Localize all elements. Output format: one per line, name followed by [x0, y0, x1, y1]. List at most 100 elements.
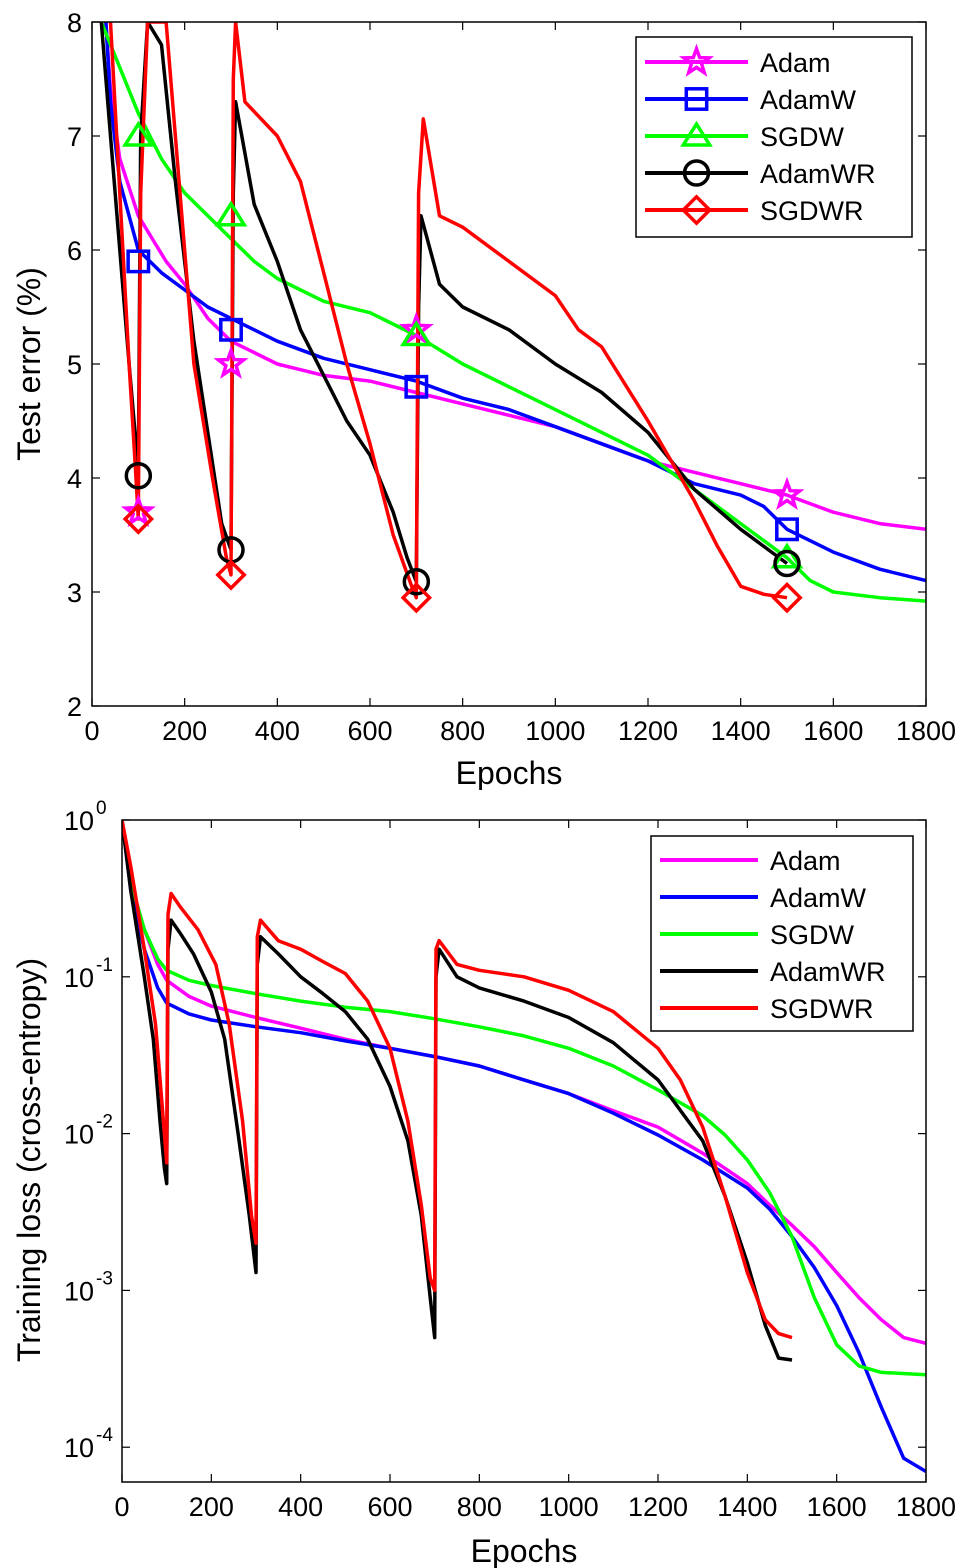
- series-line-adam: [104, 22, 926, 532]
- y-tick-label: 10 0: [64, 798, 107, 836]
- plot-frame: [121, 819, 927, 1483]
- legend-label: SGDWR: [770, 994, 874, 1024]
- x-axis-label: Epochs: [456, 755, 563, 790]
- y-ticks: 2 3 4 5 6 7 8: [67, 8, 926, 722]
- x-tick-label: 200: [189, 1492, 234, 1522]
- x-ticks: 0 200 400 600 800 1000 1200 1400 1600 1800: [114, 820, 956, 1522]
- marker-sgdwr: [771, 582, 803, 614]
- y-tick-label: 3: [67, 578, 82, 608]
- marker-sgdw: [399, 320, 433, 347]
- legend-label: AdamW: [770, 883, 867, 913]
- legend-label: SGDW: [760, 122, 845, 152]
- x-tick-label: 600: [367, 1492, 412, 1522]
- series-line-sgdw: [122, 820, 926, 1377]
- y-axis-label: Training loss (cross-entropy): [11, 958, 47, 1362]
- marker-adamwr: [773, 549, 801, 578]
- legend-item-sgdwr: SGDWR: [660, 994, 874, 1024]
- series-line-sgdw: [99, 22, 926, 603]
- x-tick-label: 800: [457, 1492, 502, 1522]
- x-tick-label: 1800: [896, 716, 956, 746]
- marker-adamw: [775, 517, 799, 542]
- y-tick-exponent: -3: [96, 1268, 113, 1289]
- y-tick-label: 5: [67, 350, 82, 380]
- x-ticks: 0 200 400 600 800 1000 1200 1400 1600 1800: [84, 22, 956, 746]
- x-tick-label: 600: [347, 716, 392, 746]
- y-tick-label: 10 -3: [64, 1268, 113, 1306]
- marker-sgdw: [214, 200, 248, 227]
- legend-label: SGDW: [770, 920, 855, 950]
- y-tick-label: 6: [67, 236, 82, 266]
- legend-item-sgdw: SGDW: [645, 120, 845, 152]
- x-tick-label: 1600: [807, 1492, 867, 1522]
- legend-item-adamwr: AdamWR: [660, 957, 886, 987]
- x-tick-label: 1400: [717, 1492, 777, 1522]
- x-tick-label: 0: [114, 1492, 129, 1522]
- y-tick-label: 10 -1: [64, 955, 113, 993]
- marker-adamwr: [402, 567, 431, 596]
- x-tick-label: 1800: [896, 1492, 956, 1522]
- y-tick-label: 10 -4: [64, 1425, 113, 1463]
- y-tick-exponent: -4: [96, 1425, 113, 1446]
- marker-sgdwr: [400, 582, 433, 614]
- x-tick-label: 1200: [618, 716, 678, 746]
- series-line-sgdwr: [122, 820, 793, 1340]
- legend-marker-sgdwr: [680, 194, 713, 226]
- x-tick-label: 1000: [525, 716, 585, 746]
- marker-adamwr: [124, 461, 153, 490]
- x-tick-label: 0: [84, 716, 99, 746]
- x-tick-label: 400: [255, 716, 300, 746]
- legend: Adam AdamW SGDW AdamWR SGDWR: [635, 36, 913, 238]
- marker-sgdwr: [122, 503, 155, 535]
- test-error-chart: 0 200 400 600 800 1000 1200 1400 1600 1800 2 3 4 5 6 7…: [11, 8, 956, 790]
- legend-item-sgdwr: SGDWR: [645, 194, 864, 226]
- series-line-adamw: [104, 22, 926, 583]
- plot-area: [91, 21, 927, 707]
- legend-label: AdamWR: [760, 159, 876, 189]
- marker-adamw: [404, 374, 429, 399]
- y-tick-label: 8: [67, 8, 82, 38]
- legend-item-sgdw: SGDW: [660, 920, 855, 950]
- legend-item-adamwr: AdamWR: [645, 159, 876, 189]
- marker-adamw: [126, 249, 151, 274]
- y-tick-base: 10: [64, 1120, 94, 1150]
- legend-marker-sgdw: [680, 120, 713, 147]
- legend-marker-adam: [678, 43, 715, 77]
- y-tick-base: 10: [64, 1433, 94, 1463]
- plot-area: [121, 819, 927, 1483]
- y-tick-base: 10: [64, 963, 94, 993]
- marker-adam: [120, 493, 156, 528]
- y-tick-label: 7: [67, 122, 82, 152]
- y-tick-label: 10 -2: [64, 1112, 113, 1150]
- legend-marker-adamw: [684, 87, 709, 111]
- x-axis-label: Epochs: [471, 1533, 578, 1568]
- legend-item-adamw: AdamW: [645, 85, 857, 115]
- y-tick-exponent: 0: [96, 798, 107, 819]
- y-tick-base: 10: [64, 1276, 94, 1306]
- x-tick-label: 400: [278, 1492, 323, 1522]
- marker-adam: [398, 311, 434, 345]
- legend-item-adam: Adam: [645, 43, 831, 78]
- legend-marker-adamwr: [682, 159, 711, 187]
- marker-sgdwr: [215, 559, 247, 591]
- legend-label: SGDWR: [760, 196, 864, 226]
- marker-sgdw: [121, 120, 155, 147]
- legend: Adam AdamW SGDW AdamWR SGDWR: [650, 835, 914, 1032]
- y-tick-exponent: -1: [96, 955, 113, 976]
- series-line-adamwr: [99, 22, 789, 584]
- x-tick-label: 800: [440, 716, 485, 746]
- x-tick-label: 200: [162, 716, 207, 746]
- marker-adam: [769, 476, 805, 511]
- training-loss-chart: 0 200 400 600 800 1000 1200 1400 1600 1800 10 010-…: [11, 798, 956, 1568]
- legend-item-adamw: AdamW: [660, 883, 867, 913]
- marker-adam: [213, 345, 249, 379]
- legend-label: AdamW: [760, 85, 857, 115]
- marker-adamw: [219, 317, 243, 342]
- x-tick-label: 1400: [711, 716, 771, 746]
- x-tick-label: 1600: [803, 716, 863, 746]
- series-line-adamw: [122, 820, 926, 1474]
- y-tick-label: 2: [67, 692, 82, 722]
- legend-label: AdamWR: [770, 957, 886, 987]
- marker-sgdw: [770, 542, 804, 569]
- series-line-sgdwr: [108, 22, 788, 600]
